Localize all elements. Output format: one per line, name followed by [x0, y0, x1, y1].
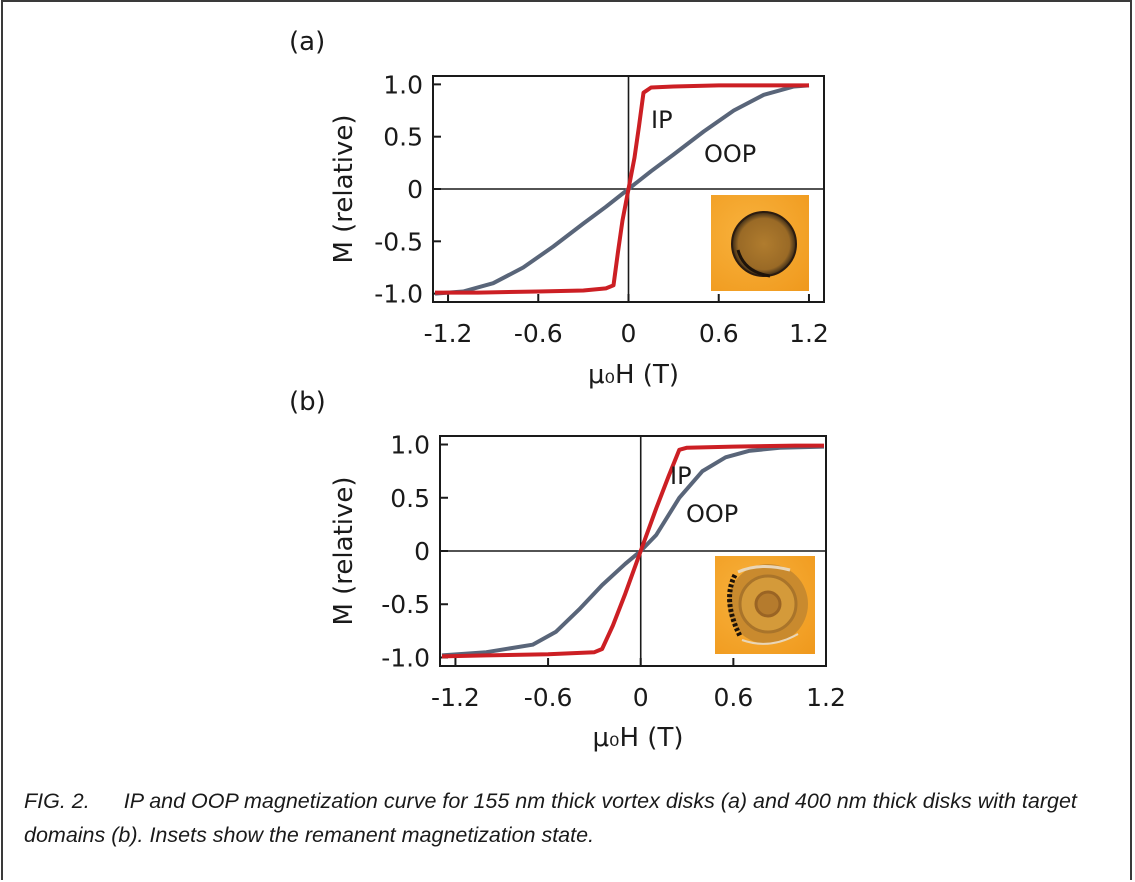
x-tick-label: -0.6: [514, 319, 563, 348]
y-tick-label: -1.0: [381, 643, 430, 672]
panel-b-ip-annotation: IP: [670, 462, 692, 490]
caption-label: FIG. 2.: [24, 789, 90, 813]
x-tick-label: 0.6: [699, 319, 739, 348]
x-tick-label: -1.2: [424, 319, 473, 348]
panel-b-inset-image: [715, 556, 815, 654]
x-tick-label: 1.2: [789, 319, 829, 348]
panel-a-x-axis-label: μ₀H (T): [588, 360, 679, 390]
y-tick-label: 0: [414, 537, 430, 566]
y-tick-label: 0.5: [383, 123, 423, 152]
panel-b-oop-annotation: OOP: [686, 500, 738, 528]
panel-b-x-axis-label: μ₀H (T): [593, 723, 684, 753]
y-tick-label: 0: [407, 175, 423, 204]
panel-a: (a) 1.0 0.5 0 -0.5 -1.0 -1.2 -0.6 0 0.6 1.2 M (r…: [289, 27, 829, 390]
panel-a-oop-annotation: OOP: [704, 140, 756, 168]
figure-canvas: (a) 1.0 0.5 0 -0.5 -1.0 -1.2 -0.6 0 0.6 1.2 M (r…: [289, 27, 846, 753]
panel-a-label: (a): [289, 27, 325, 57]
panel-a-y-axis-label: M (relative): [329, 114, 359, 263]
x-tick-label: -1.2: [431, 683, 480, 712]
y-tick-label: -0.5: [381, 590, 430, 619]
y-tick-label: 1.0: [383, 70, 423, 99]
panel-a-y-ticks: 1.0 0.5 0 -0.5 -1.0: [374, 70, 441, 309]
x-tick-label: 0: [621, 319, 637, 348]
panel-a-x-ticks: -1.2 -0.6 0 0.6 1.2: [424, 294, 829, 348]
x-tick-label: -0.6: [524, 683, 573, 712]
y-tick-label: -1.0: [374, 280, 423, 309]
panel-b-y-axis-label: M (relative): [329, 476, 359, 625]
x-tick-label: 0: [633, 683, 649, 712]
y-tick-label: -0.5: [374, 227, 423, 256]
panel-b-y-ticks: 1.0 0.5 0 -0.5 -1.0: [381, 431, 448, 672]
panel-b-series-ip-line: [441, 443, 824, 659]
figure-caption: FIG. 2. IP and OOP magnetization curve fo…: [24, 784, 1124, 852]
x-tick-label: 0.6: [713, 683, 753, 712]
y-tick-label: 1.0: [390, 431, 430, 460]
x-tick-label: 1.2: [806, 683, 846, 712]
y-tick-label: 0.5: [390, 484, 430, 513]
panel-a-ip-annotation: IP: [651, 106, 673, 134]
panel-b-label: (b): [289, 387, 326, 417]
caption-text: IP and OOP magnetization curve for 155 n…: [24, 789, 1077, 847]
panel-a-series-ip-line: [435, 83, 809, 295]
panel-b-x-ticks: -1.2 -0.6 0 0.6 1.2: [431, 658, 846, 712]
panel-b: (b) 1.0 0.5 0 -0.5 -1.0 -1.2 -0.6 0 0.6 1.2 M (r…: [289, 387, 846, 753]
panel-a-inset-image: [711, 195, 809, 291]
